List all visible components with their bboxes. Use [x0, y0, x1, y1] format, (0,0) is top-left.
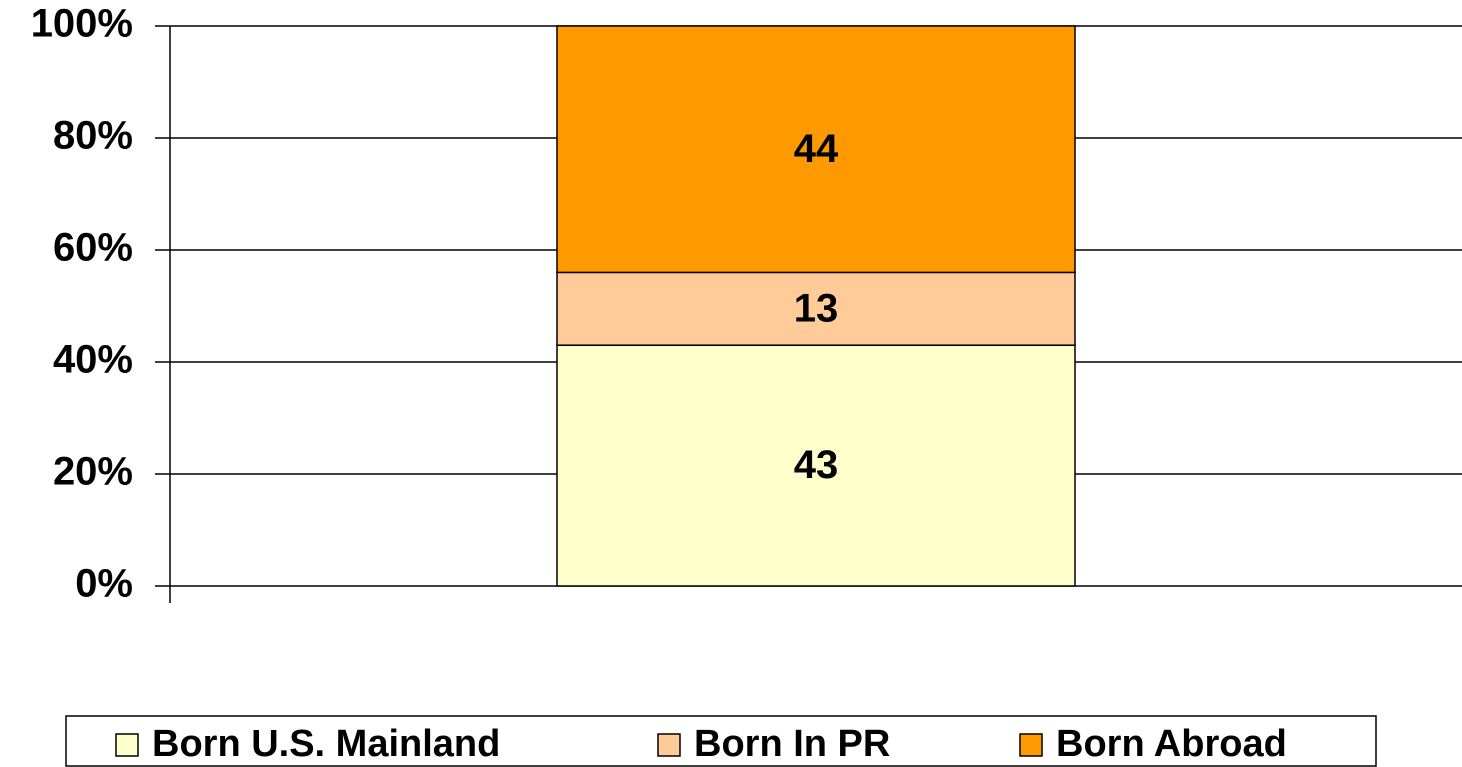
bar-segment	[556, 344, 1076, 587]
y-tick-label: 0%	[75, 562, 133, 606]
y-tick-label: 40%	[53, 338, 133, 382]
legend-box	[65, 715, 1377, 767]
y-tick-label: 100%	[31, 2, 133, 46]
y-tick-label: 60%	[53, 226, 133, 270]
legend-swatch	[657, 733, 681, 757]
bar-segment	[556, 25, 1076, 274]
legend-swatch	[115, 733, 139, 757]
data-label: 43	[794, 443, 839, 487]
bar-segment	[556, 271, 1076, 346]
y-tick-label: 80%	[53, 114, 133, 158]
data-label: 13	[794, 286, 839, 330]
legend-label: Born U.S. Mainland	[152, 723, 500, 765]
legend-swatch	[1019, 733, 1043, 757]
legend-label: Born In PR	[694, 723, 890, 765]
legend-label: Born Abroad	[1056, 723, 1287, 765]
data-label: 44	[794, 127, 839, 171]
y-tick-label: 20%	[53, 450, 133, 494]
